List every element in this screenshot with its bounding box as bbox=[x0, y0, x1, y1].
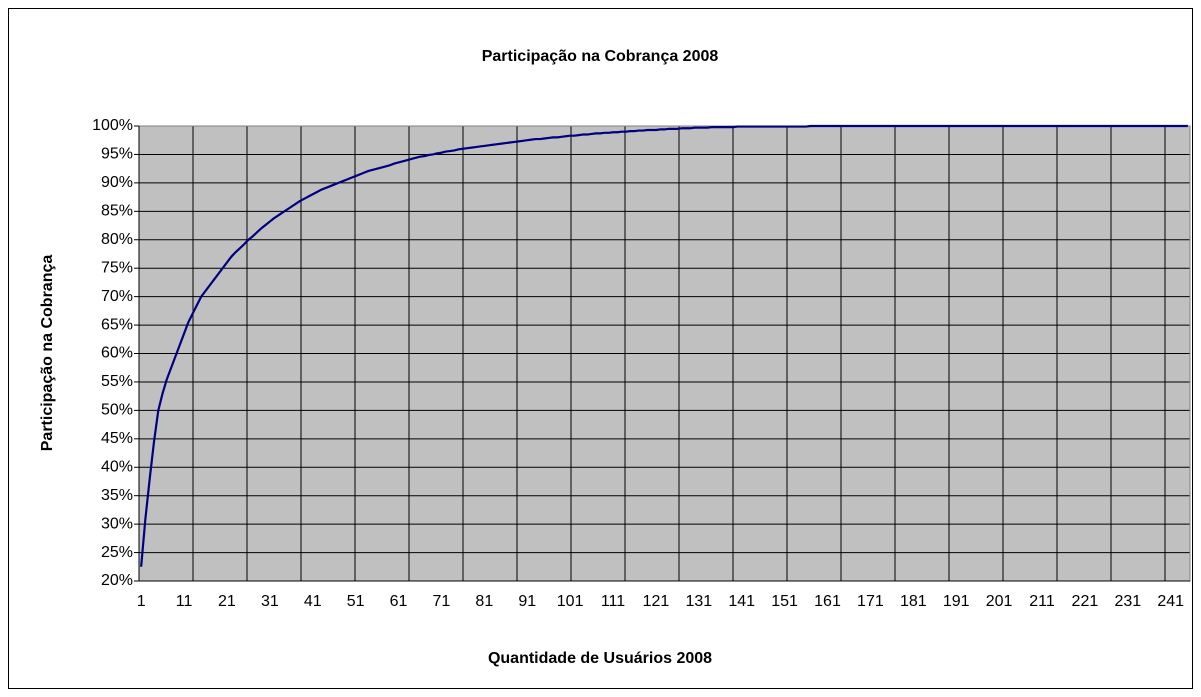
x-tick-label: 101 bbox=[557, 593, 584, 610]
x-tick-label: 161 bbox=[814, 593, 841, 610]
x-tick-label: 181 bbox=[900, 593, 927, 610]
y-tick-label: 45% bbox=[101, 430, 133, 447]
x-tick-label: 131 bbox=[685, 593, 712, 610]
x-tick-label: 11 bbox=[176, 593, 193, 610]
y-tick-label: 35% bbox=[101, 487, 133, 504]
x-tick-label: 1 bbox=[137, 593, 146, 610]
x-tick-label: 191 bbox=[943, 593, 970, 610]
y-tick-label: 20% bbox=[101, 572, 133, 589]
x-tick-label: 241 bbox=[1157, 593, 1184, 610]
y-tick-label: 30% bbox=[101, 515, 133, 532]
x-tick-label: 121 bbox=[643, 593, 670, 610]
x-tick-label: 111 bbox=[601, 593, 625, 610]
x-tick-label: 231 bbox=[1114, 593, 1141, 610]
y-tick-label: 40% bbox=[101, 458, 133, 475]
y-tick-label: 100% bbox=[92, 117, 133, 134]
x-tick-label: 41 bbox=[304, 593, 322, 610]
x-tick-label: 171 bbox=[857, 593, 884, 610]
x-tick-label: 51 bbox=[347, 593, 365, 610]
y-tick-label: 95% bbox=[101, 146, 133, 163]
y-tick-label: 65% bbox=[101, 316, 133, 333]
x-tick-label: 21 bbox=[218, 593, 236, 610]
x-tick-label: 211 bbox=[1029, 593, 1055, 610]
y-tick-label: 70% bbox=[101, 288, 133, 305]
x-tick-label: 141 bbox=[728, 593, 755, 610]
y-axis-title: Participação na Cobrança bbox=[39, 255, 56, 452]
x-axis-title: Quantidade de Usuários 2008 bbox=[488, 650, 712, 667]
x-tick-label: 201 bbox=[986, 593, 1013, 610]
x-tick-label: 31 bbox=[261, 593, 279, 610]
y-tick-label: 25% bbox=[101, 544, 133, 561]
x-tick-label: 91 bbox=[518, 593, 536, 610]
x-tick-label: 221 bbox=[1072, 593, 1099, 610]
y-tick-label: 50% bbox=[101, 402, 133, 419]
y-tick-label: 90% bbox=[101, 174, 133, 191]
y-tick-label: 85% bbox=[101, 203, 133, 220]
x-tick-label: 61 bbox=[390, 593, 408, 610]
y-tick-label: 60% bbox=[101, 345, 133, 362]
data-line bbox=[140, 124, 1188, 567]
x-tick-label: 81 bbox=[475, 593, 493, 610]
x-tick-label: 71 bbox=[433, 593, 451, 610]
x-tick-label: 151 bbox=[771, 593, 798, 610]
y-tick-label: 55% bbox=[101, 373, 133, 390]
chart-title: Participação na Cobrança 2008 bbox=[482, 48, 719, 65]
y-tick-label: 75% bbox=[101, 259, 133, 276]
y-tick-label: 80% bbox=[101, 231, 133, 248]
